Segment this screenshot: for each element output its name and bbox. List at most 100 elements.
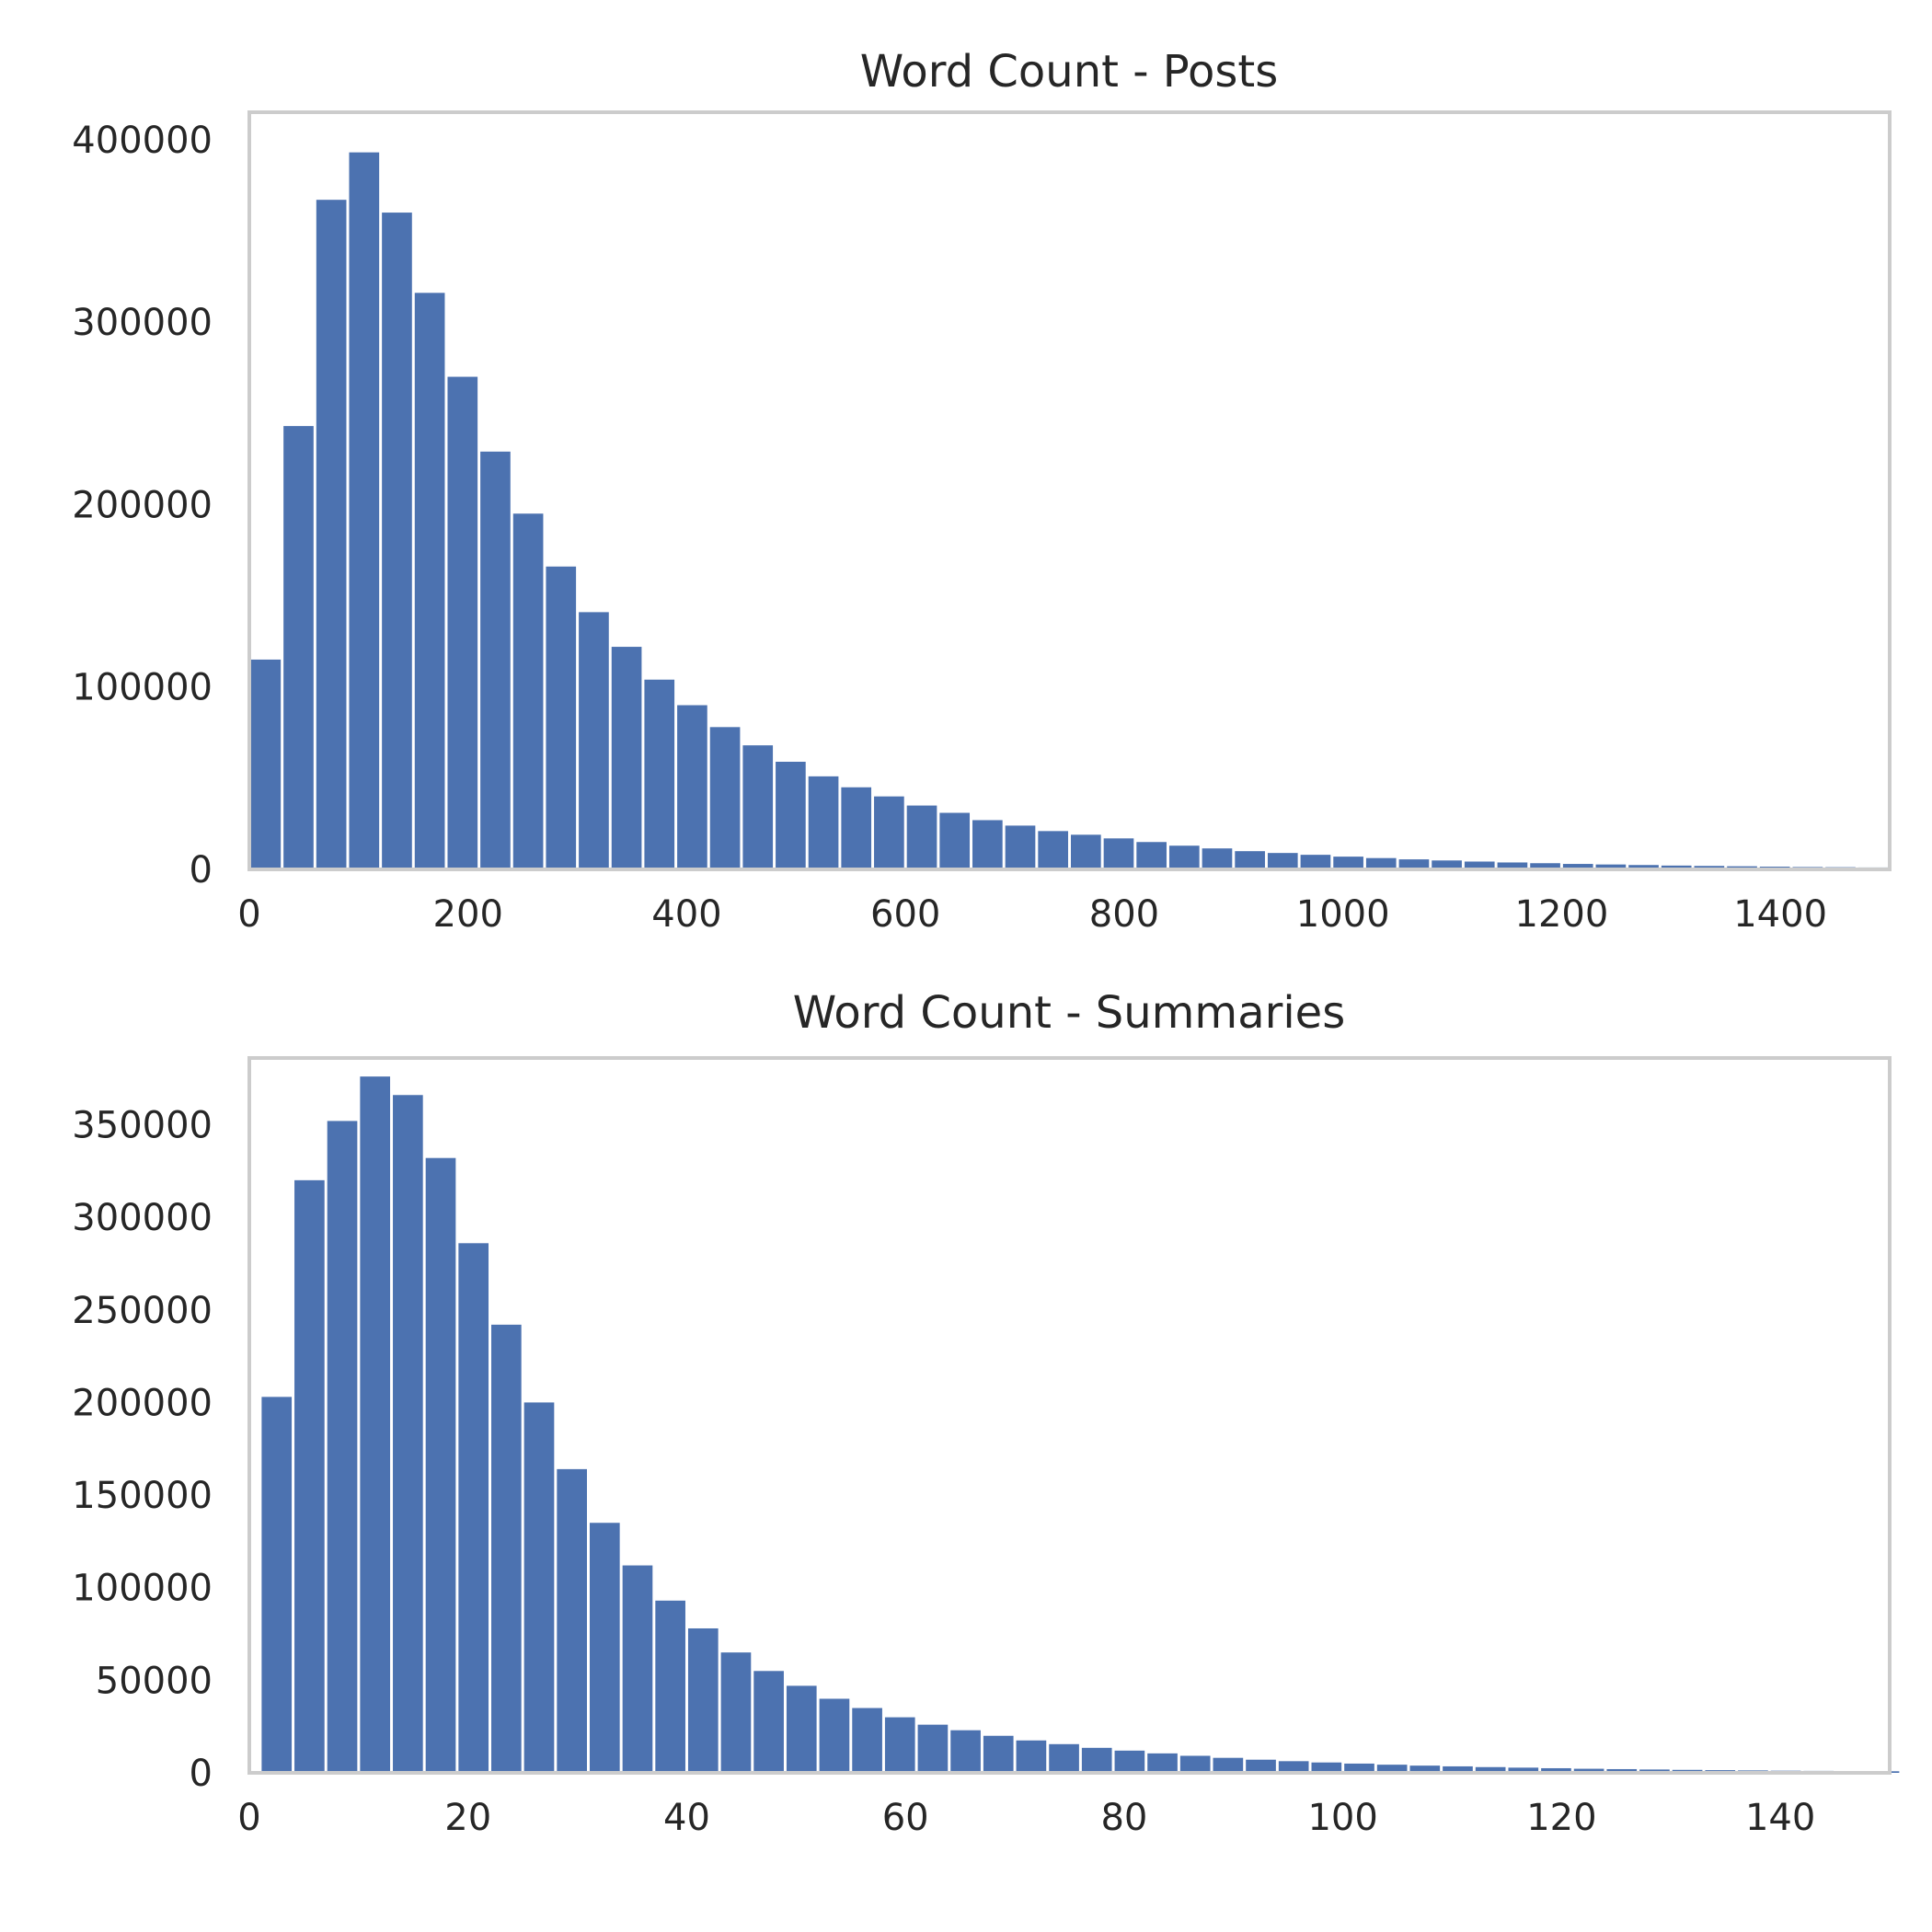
y-tick-label: 300000 [72, 302, 213, 344]
y-tick-labels: 0 100000 200000 300000 400000 [72, 120, 213, 891]
histogram-bar [1333, 857, 1363, 869]
histogram-bar [491, 1324, 522, 1773]
bars [261, 1076, 1900, 1773]
posts-histogram: Word Count - Posts 0 200 400 600 800 1000 1200… [72, 46, 1892, 936]
y-tick-label: 200000 [72, 484, 213, 526]
x-tick-label: 1200 [1515, 893, 1609, 936]
y-tick-label: 400000 [72, 120, 213, 162]
y-tick-label: 0 [190, 849, 213, 891]
histogram-bar [1179, 1755, 1211, 1773]
histogram-bar [742, 745, 774, 869]
histogram-bar [819, 1698, 850, 1773]
histogram-bar [1376, 1765, 1408, 1773]
histogram-bar [1475, 1766, 1506, 1773]
histogram-bar [1147, 1753, 1178, 1773]
histogram-bar [557, 1468, 587, 1773]
bars [250, 152, 1889, 870]
histogram-bar [425, 1157, 456, 1773]
histogram-bar [1213, 1757, 1244, 1773]
histogram-bar [1541, 1767, 1571, 1773]
y-tick-label: 50000 [96, 1660, 213, 1702]
histogram-bar [884, 1717, 915, 1773]
histogram-bar [1246, 1759, 1276, 1773]
histogram-bar [447, 376, 478, 869]
histogram-bar [1398, 859, 1430, 869]
x-tick-label: 40 [663, 1797, 710, 1839]
x-tick-label: 1400 [1733, 893, 1827, 936]
histogram-bar [1114, 1750, 1145, 1773]
histogram-bar [1267, 853, 1298, 869]
x-tick-label: 0 [237, 893, 260, 936]
x-tick-label: 400 [651, 893, 721, 936]
histogram-bar [250, 659, 282, 869]
histogram-bar [360, 1076, 391, 1773]
histogram-bar [1628, 865, 1659, 869]
y-tick-label: 200000 [72, 1382, 213, 1424]
x-tick-label: 20 [444, 1797, 491, 1839]
histogram-bar [644, 679, 675, 869]
histogram-bar [1168, 845, 1200, 869]
histogram-bar [1278, 1761, 1309, 1773]
histogram-bar [1562, 864, 1593, 869]
y-tick-label: 350000 [72, 1104, 213, 1146]
histogram-bar [1464, 861, 1495, 869]
x-tick-label: 0 [237, 1797, 260, 1839]
histogram-bar [906, 805, 937, 869]
histogram-bar [1508, 1767, 1539, 1773]
histogram-bar [852, 1708, 882, 1773]
histogram-bar [1016, 1740, 1047, 1773]
histogram-bar [1005, 825, 1036, 869]
histogram-bar [393, 1095, 423, 1773]
histogram-bar [687, 1627, 719, 1773]
y-tick-label: 100000 [72, 667, 213, 709]
histogram-bar [1071, 834, 1101, 869]
plot-frame [247, 110, 1892, 871]
histogram-bar [1300, 855, 1331, 869]
summaries-histogram: Word Count - Summaries 0 20 40 60 80 100 120 14… [72, 987, 1900, 1839]
x-tick-labels: 0 200 400 600 800 1000 1200 1400 [237, 893, 1827, 936]
histogram-bar [753, 1671, 784, 1773]
histogram-bar [1103, 838, 1134, 869]
histogram-bar [841, 787, 872, 869]
histogram-bar [1530, 863, 1560, 869]
histogram-bar [622, 1565, 653, 1773]
histogram-bar [1136, 842, 1167, 869]
histogram-bar [349, 152, 380, 869]
histogram-bar [786, 1685, 817, 1773]
histogram-bar [414, 293, 445, 870]
x-tick-label: 200 [433, 893, 503, 936]
chart-title: Word Count - Summaries [793, 987, 1345, 1039]
x-tick-label: 100 [1307, 1797, 1377, 1839]
histogram-bar [316, 200, 347, 869]
histogram-bar [1606, 1768, 1638, 1773]
x-tick-label: 600 [870, 893, 940, 936]
histogram-bar [874, 796, 904, 869]
x-tick-label: 1000 [1296, 893, 1390, 936]
histogram-bar [546, 566, 577, 869]
x-tick-label: 140 [1745, 1797, 1815, 1839]
histogram-bar [1081, 1747, 1112, 1773]
histogram-bar [480, 451, 511, 869]
histogram-bar [1661, 865, 1692, 869]
histogram-bar [512, 513, 544, 869]
histogram-bar [1443, 1765, 1473, 1773]
histogram-bar [579, 612, 609, 869]
histogram-bar [1235, 851, 1265, 869]
histogram-bar [939, 812, 971, 869]
chart-title: Word Count - Posts [860, 46, 1278, 98]
histogram-bar [950, 1730, 981, 1773]
x-tick-label: 60 [882, 1797, 929, 1839]
histogram-bar [1038, 831, 1068, 869]
histogram-bar [1365, 857, 1397, 869]
y-tick-label: 0 [190, 1753, 213, 1795]
histogram-bar [983, 1735, 1014, 1773]
histogram-bar [589, 1523, 620, 1773]
y-tick-labels: 0 50000 100000 150000 200000 250000 300000 3500… [72, 1104, 213, 1795]
histogram-bar [1573, 1768, 1604, 1773]
histogram-bar [1432, 860, 1462, 869]
histogram-bar [776, 762, 806, 869]
histogram-bar [972, 820, 1003, 869]
x-tick-labels: 0 20 40 60 80 100 120 140 [237, 1797, 1815, 1839]
histogram-bar [720, 1652, 752, 1773]
